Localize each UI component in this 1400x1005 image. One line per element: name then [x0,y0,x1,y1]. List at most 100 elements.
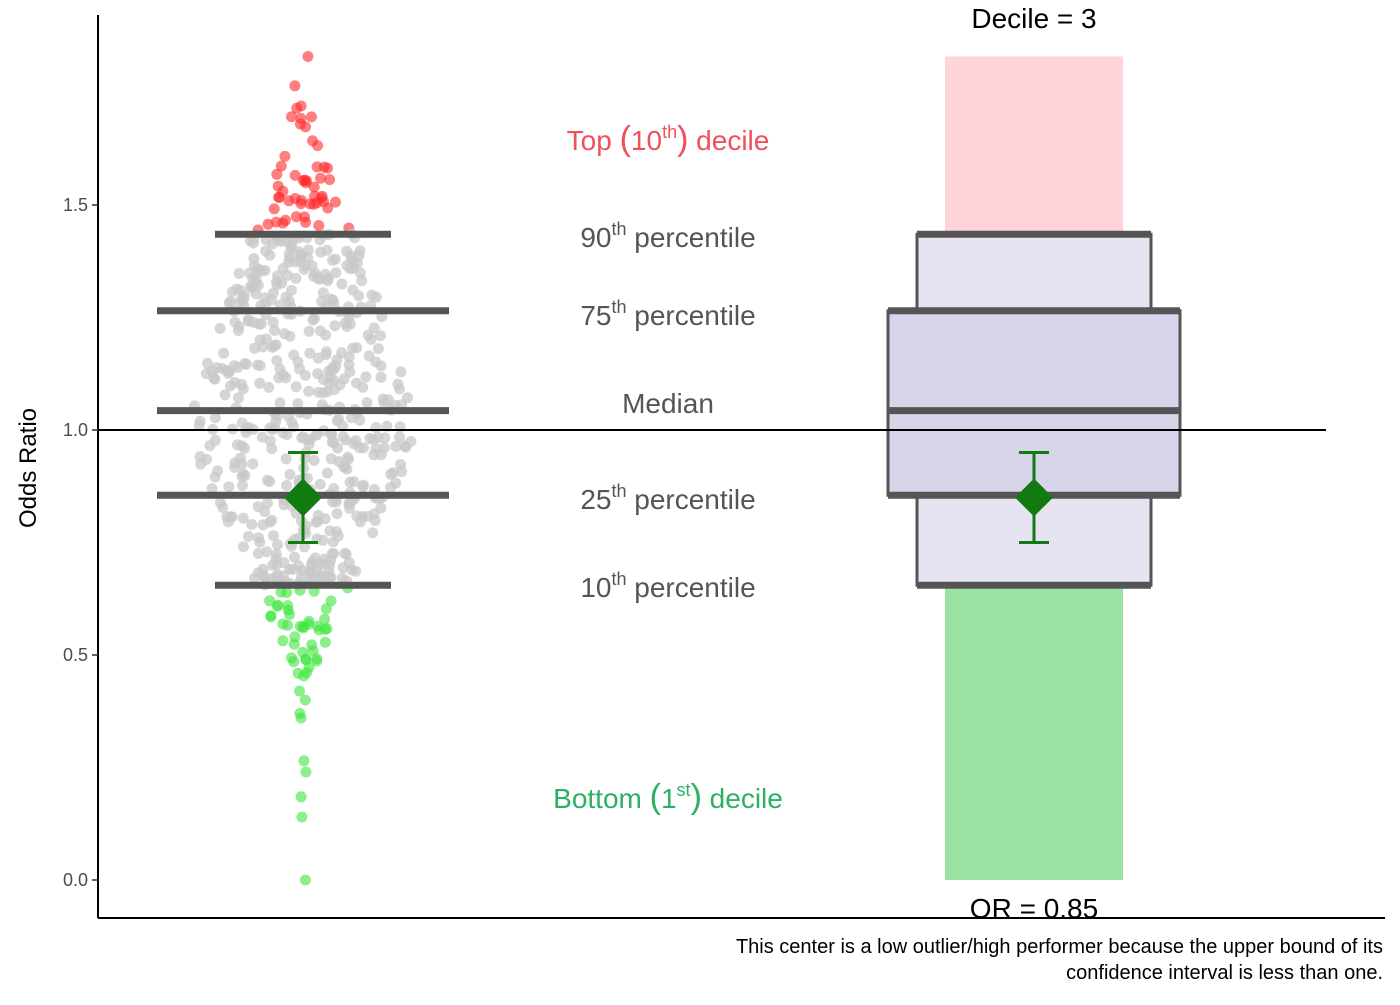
distribution-point [333,456,345,467]
distribution-point [319,613,331,625]
distribution-point [267,559,279,571]
label-p10: 10th percentile [580,569,755,603]
distribution-point [321,467,333,479]
distribution-point [232,361,244,373]
distribution-point [290,381,302,393]
distribution-point [257,519,269,531]
distribution-point [321,623,333,635]
bottom-decile-label-post: decile [702,783,783,814]
distribution-point [269,325,280,336]
distribution-point [313,220,325,231]
or-value-label: OR = 0.85 [970,893,1098,924]
distribution-point [385,482,396,494]
distribution-point [375,360,387,372]
bottom-decile-label-paren-close: ) [691,778,702,816]
distribution-point [259,265,271,276]
distribution-point [306,111,317,123]
distribution-point [303,661,315,673]
distribution-point [284,330,296,342]
distribution-point [320,603,332,615]
distribution-point [229,461,241,473]
distribution-point [294,118,306,130]
distribution-point [236,440,248,452]
distribution-point [284,469,296,480]
distribution-point [261,474,273,486]
distribution-point [311,653,323,665]
distribution-point [360,371,372,383]
distribution-point [209,373,221,385]
distribution-point [339,547,351,559]
label-p25: 25th percentile [580,481,755,515]
distribution-point [237,480,248,491]
distribution-point [350,565,362,577]
distribution-point [361,397,373,409]
distribution-point [281,480,293,491]
label-p90: 90th percentile [580,219,755,253]
distribution-point [338,373,350,385]
distribution-point [395,366,407,378]
distribution-point [268,203,280,215]
distribution-point [233,268,245,279]
distribution-point [320,346,332,358]
distribution-point [344,497,356,509]
distribution-point [306,558,318,570]
distribution-point [265,610,277,622]
caption-line: This center is a low outlier/high perfor… [736,936,1383,958]
distribution-point [252,359,263,371]
distribution-point [229,316,241,328]
distribution-point [291,102,303,114]
distribution-point [365,333,377,345]
distribution-point [303,325,315,337]
distribution-point [357,481,369,493]
distribution-point [308,198,320,210]
distribution-point [272,599,284,611]
distribution-point [298,541,310,553]
distribution-point [275,586,287,598]
distribution-point [306,639,318,651]
distribution-point [303,385,315,397]
distribution-point [377,393,389,405]
distribution-point [272,539,283,551]
distribution-point [292,356,304,368]
distribution-point [332,530,344,542]
label-p90-sup: th [611,219,626,239]
distribution-point [209,412,221,424]
distribution-point [193,420,205,431]
label-p90-base: 90 [580,222,611,253]
distribution-point [381,420,393,432]
distribution-point [294,708,306,719]
label-p25-base: 25 [580,484,611,515]
distribution-point [286,417,298,428]
distribution-point [246,282,258,294]
bottom-decile-label: Bottom (1st) decile [553,778,783,816]
distribution-point [368,322,380,334]
distribution-point [247,273,259,285]
distribution-point [238,541,249,553]
distribution-point [274,397,286,409]
distribution-point [328,374,340,386]
y-axis-title: Odds Ratio [15,408,42,528]
distribution-point [240,358,252,370]
distribution-point [252,548,264,559]
distribution-point [348,476,360,488]
distribution-point [289,631,301,643]
distribution-point [257,563,269,575]
bottom-decile-bar [945,585,1123,880]
distribution-point [304,433,316,445]
label-p75-sup: th [611,297,626,317]
distribution-point [315,172,326,184]
distribution-point [390,441,402,452]
distribution-point [222,368,234,379]
distribution-point [357,381,369,393]
distribution-point [333,413,344,425]
distribution-point [289,80,301,92]
y-tick-label: 1.5 [63,195,88,215]
distribution-point [289,193,301,204]
distribution-point [286,111,297,123]
distribution-point [284,563,295,575]
distribution-point [354,516,366,528]
distribution-point [277,427,289,439]
distribution-point [300,653,312,665]
distribution-point [267,530,279,542]
